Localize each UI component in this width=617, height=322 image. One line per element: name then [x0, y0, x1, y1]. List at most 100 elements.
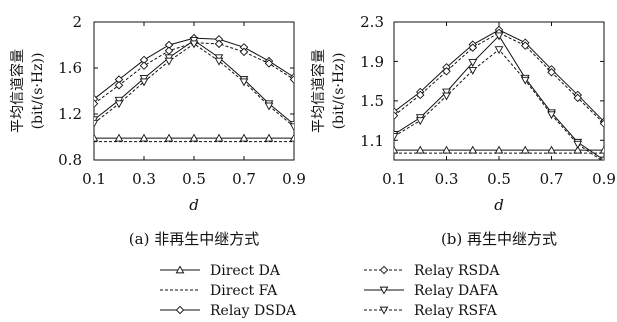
y-axis-label: 平均信道容量: [310, 49, 327, 133]
x-axis-label: d: [189, 196, 199, 214]
data-point-relay-rsda: [416, 90, 425, 100]
data-point-relay-rsfa: [164, 57, 174, 66]
x-tick-label: 0.1: [82, 170, 106, 188]
data-point-relay-rsfa: [94, 119, 99, 128]
y-tick-label: 1.2: [58, 105, 82, 123]
data-point-relay-rsda: [521, 41, 530, 50]
series-group: [94, 33, 294, 143]
data-point-relay-rsfa: [547, 111, 556, 120]
legend-sample-relay-rsda: [364, 265, 404, 275]
legend-sample-relay-rsfa: [364, 306, 404, 315]
legend-label: Relay DAFA: [414, 283, 499, 299]
panel-caption: (b) 再生中继方式: [441, 230, 557, 248]
legend-label: Direct DA: [210, 263, 281, 279]
data-point-relay-rsda: [114, 81, 124, 90]
data-point-direct-da: [189, 133, 199, 142]
series-line-relay-rsfa: [94, 43, 294, 128]
y-tick-label: 1.1: [360, 132, 384, 150]
series-line-relay-rsda: [394, 32, 604, 124]
series-line-relay-dsda: [394, 29, 604, 122]
data-point-relay-rsfa: [494, 46, 504, 55]
data-point-relay-rsfa: [214, 57, 224, 66]
data-point-relay-rsfa: [289, 123, 294, 132]
x-tick-label: 0.1: [382, 170, 406, 188]
data-point-relay-rsfa: [264, 102, 274, 111]
data-point-relay-rsda: [394, 111, 399, 120]
data-point-direct-da: [264, 133, 274, 142]
x-tick-label: 0.5: [182, 170, 206, 188]
series-line-relay-dafa: [394, 34, 604, 160]
series-line-relay-rsda: [94, 42, 294, 105]
plot-frame: [393, 21, 605, 161]
data-point-direct-da: [94, 133, 99, 142]
data-point-relay-rsda: [164, 46, 174, 55]
data-point-direct-da: [214, 133, 224, 142]
data-point-relay-rsfa: [573, 140, 583, 149]
series-group: [394, 25, 604, 160]
x-tick-label: 0.9: [282, 170, 306, 188]
x-tick-label: 0.9: [592, 170, 616, 188]
data-point-relay-rsfa: [442, 92, 451, 101]
y-tick-label: 1.5: [360, 92, 384, 110]
y-axis-label-unit: (bit/(s·Hz)): [331, 53, 347, 130]
x-tick-label: 0.3: [132, 170, 156, 188]
data-point-relay-rsfa: [468, 66, 478, 75]
x-tick-label: 0.5: [487, 170, 511, 188]
legend-sample-direct-da: [160, 265, 200, 274]
x-tick-label: 0.7: [540, 170, 564, 188]
data-point-relay-rsda: [139, 61, 149, 70]
legend-marker: [379, 306, 389, 315]
series-line-relay-rsfa: [394, 48, 602, 160]
ticks: [93, 21, 295, 161]
y-tick-label: 1.6: [58, 59, 82, 77]
legend-marker: [175, 305, 185, 315]
data-point-relay-rsda: [573, 93, 582, 103]
data-point-relay-rsfa: [415, 117, 425, 126]
legend-label: Relay RSDA: [414, 263, 500, 279]
data-point-relay-rsda: [599, 119, 604, 128]
chart-panel-b: 0.1 0.3 0.5 0.7 0.9 1.1 1.5 1.9 2.3 d 平均…: [310, 13, 616, 248]
legend-label: Relay DSDA: [210, 303, 297, 319]
data-point-relay-dafa: [468, 59, 478, 67]
data-point-relay-rsfa: [520, 76, 530, 85]
data-point-relay-rsfa: [599, 158, 604, 160]
y-tick-label: 0.8: [58, 151, 82, 169]
legend-label: Direct FA: [210, 283, 278, 299]
data-point-relay-dafa: [494, 32, 504, 41]
data-point-direct-da: [164, 133, 174, 142]
x-axis-label: d: [494, 196, 504, 214]
data-point-relay-rsda: [94, 99, 99, 108]
y-tick-label: 2: [72, 13, 82, 31]
x-tick-label: 0.7: [232, 170, 256, 188]
y-axis-label-unit: (bit/(s·Hz)): [30, 53, 46, 130]
data-point-relay-rsfa: [189, 40, 199, 49]
data-point-relay-rsda: [547, 68, 556, 77]
y-axis-label: 平均信道容量: [9, 49, 26, 133]
data-point-relay-rsfa: [239, 78, 249, 87]
data-point-relay-rsda: [239, 47, 249, 57]
x-tick-label: 0.3: [435, 170, 459, 188]
data-point-relay-rsfa: [139, 78, 149, 87]
panel-caption: (a) 非再生中继方式: [129, 230, 259, 248]
legend-sample-relay-dsda: [160, 305, 200, 315]
data-point-direct-da: [289, 133, 294, 142]
data-point-direct-da: [394, 145, 399, 154]
y-tick-label: 2.3: [360, 13, 384, 31]
data-point-direct-da: [573, 145, 583, 154]
data-point-direct-da: [599, 145, 604, 154]
legend: Direct DA Direct FA Relay DSDA Relay RSD…: [160, 263, 500, 319]
chart-panel-a: 0.1 0.3 0.5 0.7 0.9 0.8 1.2 1.6 2 d 平均信道…: [9, 13, 306, 248]
data-point-direct-da: [239, 133, 249, 142]
data-point-relay-rsda: [264, 59, 274, 68]
data-point-relay-dafa: [442, 88, 451, 97]
legend-sample-relay-dafa: [364, 286, 404, 295]
data-point-relay-rsda: [468, 43, 477, 52]
data-point-direct-da: [468, 145, 478, 154]
legend-marker: [175, 265, 185, 274]
ticks: [393, 21, 605, 160]
data-point-relay-rsda: [289, 75, 294, 84]
legend-label: Relay RSFA: [414, 303, 498, 319]
data-point-direct-da: [139, 133, 149, 142]
legend-marker: [379, 286, 389, 295]
